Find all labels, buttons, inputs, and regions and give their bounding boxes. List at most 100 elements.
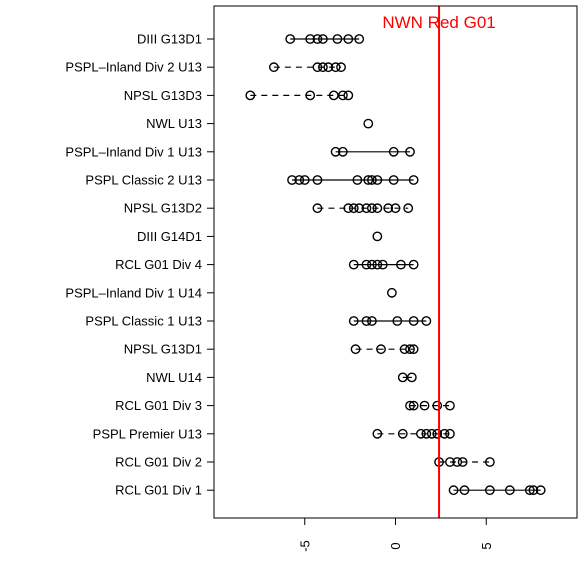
data-point — [287, 175, 297, 185]
data-point — [372, 175, 383, 185]
x-tick-label: -5 — [297, 540, 312, 552]
data-point — [372, 231, 383, 242]
data-point — [524, 485, 535, 496]
reference-line-label: NWN Red G01 — [382, 13, 495, 32]
data-points — [245, 34, 546, 496]
data-point — [432, 428, 443, 439]
data-point — [363, 118, 374, 129]
data-point — [337, 146, 348, 157]
data-point — [294, 175, 305, 185]
y-tick-label: NPSL G13D2 — [124, 201, 202, 216]
range-lines — [250, 38, 541, 491]
reference-line-group: NWN Red G01 — [382, 6, 496, 518]
y-tick-label: NWL U14 — [146, 370, 202, 385]
data-point — [299, 175, 310, 185]
data-point — [535, 485, 546, 496]
data-point — [386, 287, 397, 298]
data-point — [405, 400, 415, 411]
data-point — [330, 146, 341, 157]
data-point — [354, 34, 365, 44]
data-point — [350, 344, 361, 355]
data-point — [448, 485, 459, 496]
data-point — [312, 203, 323, 214]
data-point — [459, 485, 470, 496]
data-point — [408, 400, 419, 411]
x-tick-label: 0 — [388, 542, 403, 549]
data-point — [367, 316, 377, 326]
data-point — [439, 428, 450, 439]
data-point — [361, 259, 372, 270]
data-point — [361, 316, 372, 326]
data-point — [372, 428, 383, 439]
data-point — [397, 428, 408, 439]
y-axis: DIII G13D1 PSPL–Inland Div 2 U13 NPSL G13D… — [65, 32, 214, 498]
data-point — [426, 428, 437, 439]
y-tick-label: PSPL–Inland Div 2 U13 — [65, 60, 202, 75]
data-point — [285, 34, 296, 44]
data-point — [305, 34, 316, 44]
data-point — [445, 428, 455, 439]
data-point — [312, 34, 323, 44]
y-tick-label: RCL G01 Div 3 — [115, 398, 202, 413]
data-point — [408, 259, 419, 270]
y-tick-label: PSPL–Inland Div 1 U13 — [65, 144, 202, 159]
data-point — [348, 259, 359, 270]
y-tick-label: PSPL Classic 1 U13 — [85, 314, 202, 329]
y-tick-label: RCL G01 Div 2 — [115, 455, 202, 470]
x-axis: -5 0 5 — [297, 517, 494, 552]
data-point — [396, 259, 406, 270]
data-point — [383, 203, 394, 214]
data-point — [372, 259, 383, 270]
plot-frame — [213, 5, 578, 519]
data-point — [403, 203, 414, 214]
y-tick-label: RCL G01 Div 4 — [115, 257, 202, 272]
data-point — [323, 62, 334, 73]
data-point — [337, 90, 348, 101]
data-point — [367, 203, 377, 214]
data-point — [457, 457, 468, 467]
data-point — [343, 34, 354, 44]
data-point — [484, 457, 495, 467]
y-tick-label: PSPL Classic 2 U13 — [85, 173, 202, 188]
data-point — [336, 62, 346, 73]
data-point — [367, 259, 377, 270]
y-tick-label: PSPL–Inland Div 1 U14 — [65, 285, 202, 300]
data-point — [343, 203, 354, 214]
data-point — [445, 400, 455, 411]
data-point — [484, 485, 495, 496]
data-point — [317, 34, 328, 44]
y-tick-label: RCL G01 Div 1 — [115, 483, 202, 498]
data-point — [388, 175, 399, 185]
data-point — [405, 344, 415, 355]
data-point — [354, 203, 365, 214]
data-point — [317, 62, 328, 73]
data-point — [367, 175, 377, 185]
data-point — [452, 457, 463, 467]
data-point — [390, 203, 401, 214]
data-point — [305, 90, 316, 101]
data-point — [388, 146, 399, 157]
data-point — [392, 316, 403, 326]
data-point — [312, 175, 323, 185]
data-point — [377, 259, 388, 270]
data-point — [372, 203, 383, 214]
data-point — [432, 400, 443, 411]
data-point — [361, 203, 372, 214]
data-point — [416, 428, 426, 439]
data-point — [348, 203, 359, 214]
data-point — [268, 62, 279, 73]
data-point — [343, 90, 354, 101]
data-point — [421, 428, 432, 439]
data-point — [405, 146, 415, 157]
data-point — [245, 90, 256, 101]
data-point — [332, 34, 343, 44]
data-point — [376, 344, 386, 355]
data-point — [348, 316, 359, 326]
data-point — [528, 485, 539, 496]
data-point — [330, 62, 341, 73]
y-tick-label: PSPL Premier U13 — [93, 426, 202, 441]
data-point — [408, 316, 419, 326]
y-tick-label: NPSL G13D3 — [124, 88, 202, 103]
data-point — [352, 175, 363, 185]
